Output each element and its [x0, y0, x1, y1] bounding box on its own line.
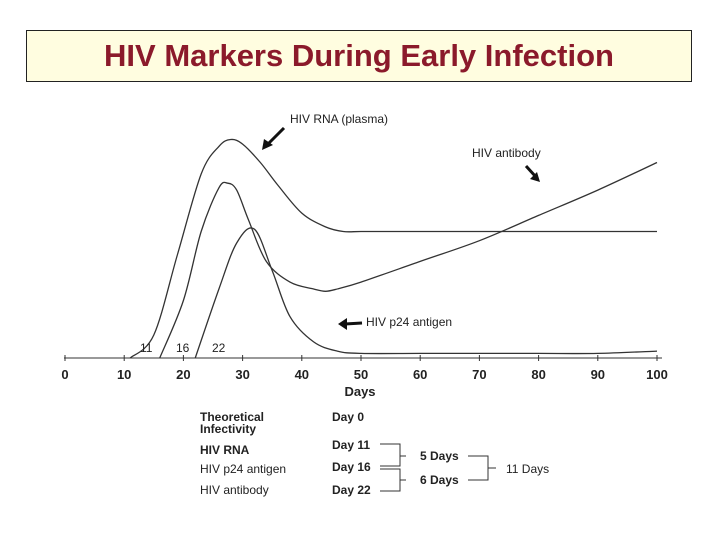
title-box: HIV Markers During Early Infection	[26, 30, 692, 82]
row-rna-label: HIV RNA	[200, 443, 250, 457]
detection-label-22: 22	[212, 341, 226, 355]
x-tick-label: 40	[295, 367, 309, 382]
row-antibody-day: Day 22	[332, 483, 371, 497]
arrow-antibody	[524, 164, 540, 182]
row-infectivity-label-line1: Theoretical	[200, 410, 264, 424]
x-tick-label: 30	[235, 367, 249, 382]
x-tick-label: 70	[472, 367, 486, 382]
x-tick-label: 100	[646, 367, 668, 382]
arrow-p24	[338, 318, 363, 330]
row-infectivity-day: Day 0	[332, 410, 364, 424]
x-tick-label: 50	[354, 367, 368, 382]
annotation-p24: HIV p24 antigen	[366, 315, 452, 329]
x-tick-label: 20	[176, 367, 190, 382]
row-p24-label: HIV p24 antigen	[200, 462, 286, 476]
row-infectivity-label-line2: Infectivity	[200, 422, 256, 436]
detection-label-16: 16	[176, 341, 190, 355]
gap-6-days: 6 Days	[420, 473, 459, 487]
row-antibody-label: HIV antibody	[200, 483, 269, 497]
row-p24-day: Day 16	[332, 460, 371, 474]
page-title: HIV Markers During Early Infection	[104, 38, 614, 73]
annotation-rna-plasma: HIV RNA (plasma)	[290, 112, 388, 126]
series-line-rna	[129, 138, 657, 359]
total-11-days: 11 Days	[506, 462, 549, 476]
x-tick-label: 10	[117, 367, 131, 382]
gap-5-days: 5 Days	[420, 449, 459, 463]
detection-label-11: 11	[140, 341, 153, 355]
x-tick-label: 80	[531, 367, 545, 382]
x-tick-label: 90	[591, 367, 605, 382]
series-line-p24	[159, 181, 338, 359]
series-line-rna_low	[194, 227, 658, 359]
arrow-rna-plasma	[262, 126, 286, 150]
x-axis-label: Days	[344, 384, 375, 399]
marker-table: Theoretical Infectivity Day 0 HIV RNA Da…	[200, 410, 549, 497]
row-rna-day: Day 11	[332, 438, 370, 452]
series-line-antibody	[337, 161, 658, 290]
annotation-antibody: HIV antibody	[472, 146, 541, 160]
x-tick-label: 0	[61, 367, 68, 382]
x-tick-label: 60	[413, 367, 427, 382]
